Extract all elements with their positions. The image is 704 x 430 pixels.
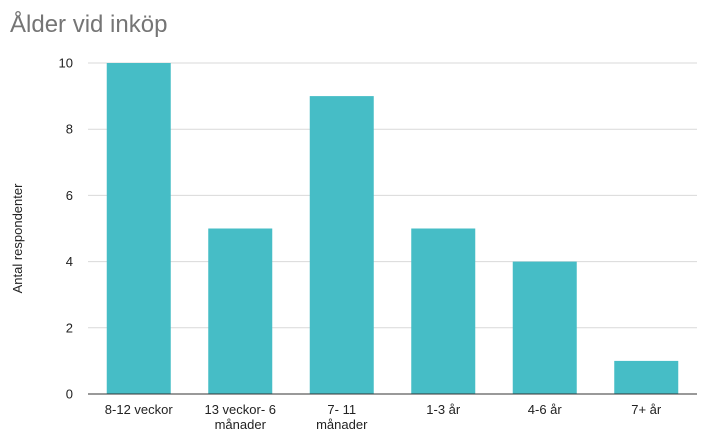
bar bbox=[614, 360, 679, 394]
x-tick-labels: 8-12 veckor 13 veckor- 6 månader 7- 11 månad… bbox=[105, 402, 662, 430]
bars bbox=[106, 63, 679, 394]
y-tick-label: 0 bbox=[66, 387, 73, 402]
y-tick-label: 4 bbox=[66, 254, 73, 269]
x-tick-label: 1-3 år bbox=[426, 402, 461, 417]
bar bbox=[106, 63, 171, 394]
bar bbox=[512, 261, 577, 394]
x-tick-label: 7+ år bbox=[631, 402, 662, 417]
y-tick-labels: 0 2 4 6 8 10 bbox=[59, 56, 73, 402]
x-tick-label: 8-12 veckor bbox=[105, 402, 174, 417]
chart-title: Ålder vid inköp bbox=[10, 11, 168, 38]
y-tick-label: 8 bbox=[66, 122, 73, 137]
x-tick-label: 7- 11 månader bbox=[316, 402, 368, 430]
y-tick-label: 6 bbox=[66, 188, 73, 203]
bar bbox=[411, 228, 476, 394]
bar bbox=[208, 228, 273, 394]
x-tick-label: 13 veckor- 6 månader bbox=[204, 402, 276, 430]
y-tick-label: 2 bbox=[66, 320, 73, 335]
gridlines bbox=[88, 62, 697, 329]
x-tick-label: 4-6 år bbox=[528, 402, 563, 417]
y-axis-title: Antal respondenter bbox=[10, 183, 25, 294]
bar bbox=[309, 96, 374, 394]
y-tick-label: 10 bbox=[59, 56, 73, 71]
